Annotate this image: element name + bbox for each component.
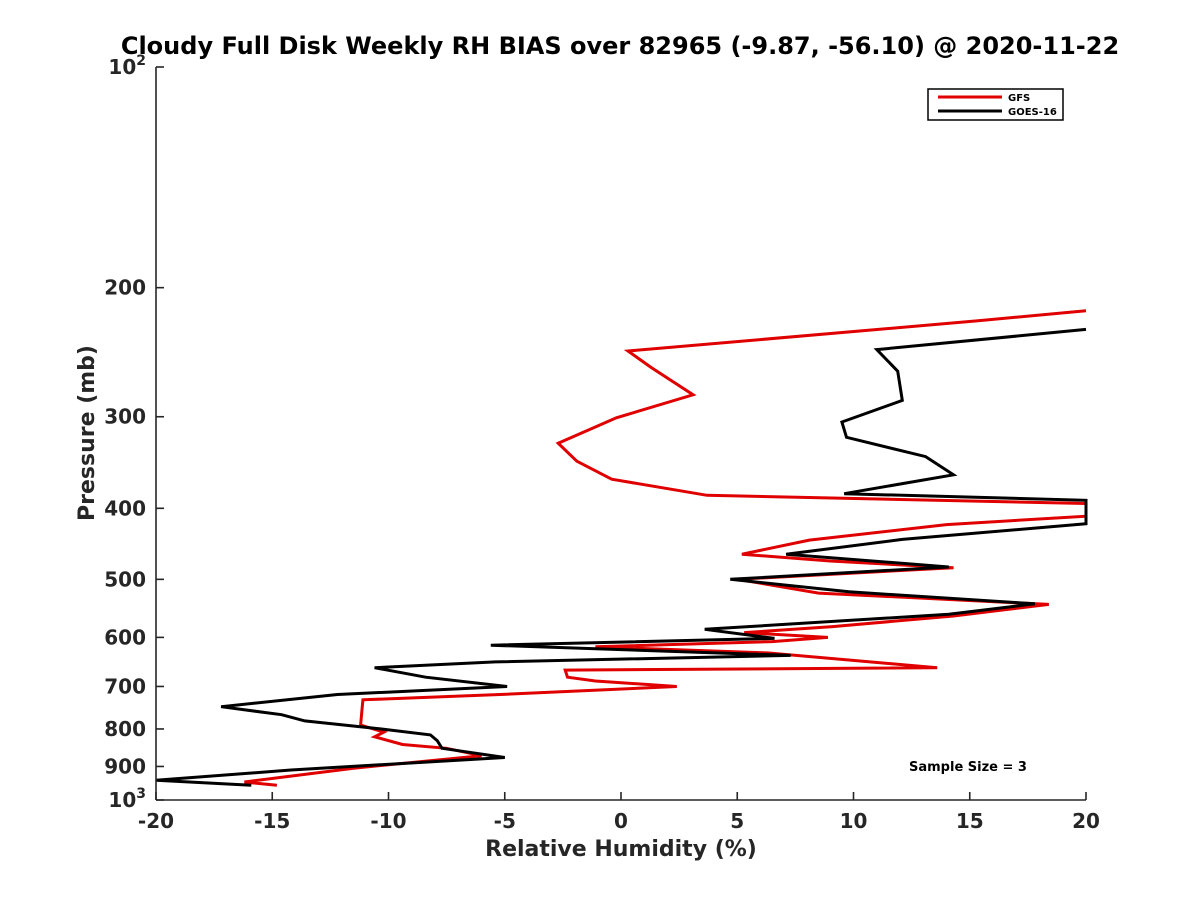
chart-title: Cloudy Full Disk Weekly RH BIAS over 829…: [121, 32, 1119, 60]
series-line-gfs: [244, 309, 1088, 787]
x-tick-label: 10: [840, 809, 868, 833]
x-tick-group: -20 -15 -10 -5 0 5 10 15 20: [138, 792, 1100, 833]
legend-box: [927, 88, 1064, 121]
x-tick-label: 5: [730, 809, 744, 833]
y-tick-label: 400: [104, 496, 146, 520]
y-tick-group: 102 200 300 400 500 600 700 800 900 103: [104, 53, 164, 812]
series-layer: [155, 309, 1088, 787]
y-tick-label: 300: [104, 405, 146, 429]
legend: GFS GOES-16: [927, 88, 1064, 121]
x-tick-label: 20: [1072, 809, 1100, 833]
x-axis-label: Relative Humidity (%): [485, 837, 757, 862]
y-tick-label: 103: [108, 786, 146, 812]
plot-area: [156, 67, 1086, 800]
y-tick-label: 900: [104, 754, 146, 778]
y-tick-label: 500: [104, 567, 146, 591]
y-axis-label: Pressure (mb): [75, 345, 100, 521]
x-tick-label: -5: [494, 809, 516, 833]
y-tick-label: 200: [104, 276, 146, 300]
x-tick-label: -15: [254, 809, 290, 833]
x-tick-label: -20: [138, 809, 174, 833]
series-line-goes-16: [155, 327, 1088, 787]
sample-size-annotation: Sample Size = 3: [909, 760, 1027, 775]
y-tick-label: 700: [104, 674, 146, 698]
x-tick-label: 15: [956, 809, 984, 833]
y-tick-label: 102: [108, 53, 146, 79]
x-tick-label: -10: [370, 809, 406, 833]
legend-label: GFS: [1008, 93, 1030, 104]
x-tick-label: 0: [614, 809, 628, 833]
y-tick-label: 600: [104, 625, 146, 649]
y-tick-label: 800: [104, 717, 146, 741]
legend-label: GOES-16: [1008, 107, 1057, 118]
